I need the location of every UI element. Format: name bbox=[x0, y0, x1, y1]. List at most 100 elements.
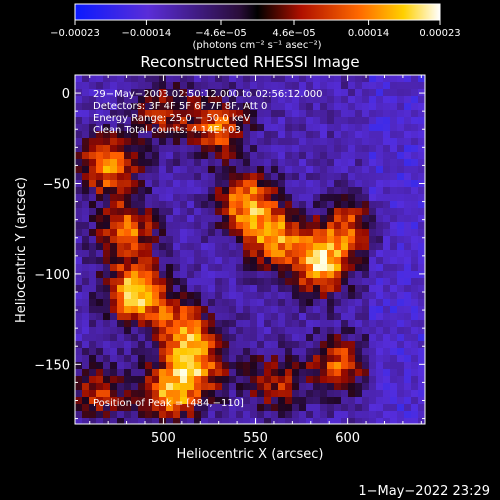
heatmap-cell bbox=[313, 166, 321, 174]
heatmap-cell bbox=[257, 369, 265, 377]
annotation-block: 29−May−2003 02:50:12.000 to 02:56:12.000… bbox=[93, 89, 323, 136]
heatmap-cell bbox=[110, 334, 118, 342]
heatmap-cell bbox=[236, 292, 244, 300]
heatmap-cell bbox=[173, 145, 181, 153]
heatmap-cell bbox=[229, 103, 237, 111]
heatmap-cell bbox=[320, 376, 328, 384]
heatmap-cell bbox=[299, 397, 307, 405]
heatmap-cell bbox=[404, 201, 412, 209]
heatmap-cell bbox=[222, 103, 230, 111]
heatmap-cell bbox=[306, 278, 314, 286]
heatmap-cell bbox=[362, 187, 370, 195]
heatmap-cell bbox=[390, 229, 398, 237]
heatmap-cell bbox=[299, 194, 307, 202]
heatmap-cell bbox=[194, 383, 202, 391]
heatmap-cell bbox=[411, 257, 419, 265]
heatmap-cell bbox=[110, 215, 118, 223]
heatmap-cell bbox=[229, 250, 237, 258]
heatmap-cell bbox=[320, 138, 328, 146]
heatmap-cell bbox=[418, 355, 425, 363]
heatmap-cell bbox=[376, 215, 384, 223]
annotation-time-range: 29−May−2003 02:50:12.000 to 02:56:12.000 bbox=[93, 89, 323, 100]
heatmap-cell bbox=[229, 173, 237, 181]
heatmap-cell bbox=[117, 362, 125, 370]
heatmap-cell bbox=[320, 397, 328, 405]
heatmap-cell bbox=[306, 222, 314, 230]
heatmap-cell bbox=[96, 404, 104, 412]
heatmap-cell bbox=[313, 376, 321, 384]
heatmap-cell bbox=[82, 264, 90, 272]
heatmap-cell bbox=[229, 306, 237, 314]
heatmap-cell bbox=[355, 264, 363, 272]
heatmap-cell bbox=[89, 397, 97, 405]
heatmap-cell bbox=[313, 285, 321, 293]
heatmap-cell bbox=[201, 285, 209, 293]
heatmap-cell bbox=[117, 418, 125, 424]
heatmap-cell bbox=[313, 292, 321, 300]
heatmap-cell bbox=[306, 138, 314, 146]
heatmap-cell bbox=[376, 404, 384, 412]
heatmap-cell bbox=[369, 362, 377, 370]
heatmap-cell bbox=[180, 208, 188, 216]
heatmap-cell bbox=[383, 236, 391, 244]
heatmap-cell bbox=[404, 299, 412, 307]
heatmap-cell bbox=[222, 96, 230, 104]
heatmap-cell bbox=[341, 390, 349, 398]
heatmap-cell bbox=[411, 292, 419, 300]
heatmap-cell bbox=[341, 292, 349, 300]
heatmap-cell bbox=[166, 201, 174, 209]
heatmap-cell bbox=[264, 82, 272, 90]
heatmap-cell bbox=[117, 187, 125, 195]
heatmap-cell bbox=[306, 376, 314, 384]
heatmap-cell bbox=[292, 222, 300, 230]
heatmap-cell bbox=[243, 152, 251, 160]
heatmap-cell bbox=[166, 285, 174, 293]
heatmap-cell bbox=[173, 397, 181, 405]
heatmap-cell bbox=[152, 397, 160, 405]
heatmap-cell bbox=[89, 257, 97, 265]
heatmap-cell bbox=[187, 355, 195, 363]
heatmap-cell bbox=[75, 166, 83, 174]
heatmap-cell bbox=[110, 278, 118, 286]
heatmap-cell bbox=[397, 376, 405, 384]
heatmap-cell bbox=[96, 131, 104, 139]
heatmap-cell bbox=[75, 264, 83, 272]
heatmap-cell bbox=[306, 257, 314, 265]
heatmap-cell bbox=[173, 166, 181, 174]
heatmap-cell bbox=[320, 201, 328, 209]
heatmap-cell bbox=[222, 383, 230, 391]
heatmap-cell bbox=[138, 362, 146, 370]
heatmap-cell bbox=[222, 152, 230, 160]
heatmap-cell bbox=[138, 278, 146, 286]
heatmap-cell bbox=[299, 215, 307, 223]
heatmap-cell bbox=[327, 236, 335, 244]
heatmap-cell bbox=[138, 173, 146, 181]
heatmap-cell bbox=[103, 278, 111, 286]
heatmap-cell bbox=[264, 271, 272, 279]
heatmap-cell bbox=[348, 257, 356, 265]
heatmap-cell bbox=[236, 166, 244, 174]
heatmap-cell bbox=[96, 138, 104, 146]
heatmap-cell bbox=[341, 264, 349, 272]
heatmap-cell bbox=[285, 264, 293, 272]
heatmap-cell bbox=[166, 110, 174, 118]
heatmap-cell bbox=[327, 152, 335, 160]
heatmap-cell bbox=[418, 369, 425, 377]
x-axis: 500 550 600 bbox=[89, 75, 422, 446]
heatmap-cell bbox=[103, 348, 111, 356]
heatmap-cell bbox=[152, 75, 160, 83]
heatmap-cell bbox=[313, 145, 321, 153]
heatmap-cell bbox=[264, 257, 272, 265]
heatmap-cell bbox=[299, 82, 307, 90]
heatmap-cell bbox=[208, 313, 216, 321]
heatmap-cell bbox=[222, 194, 230, 202]
heatmap-cell bbox=[278, 390, 286, 398]
heatmap-cell bbox=[75, 138, 83, 146]
heatmap-cell bbox=[411, 131, 419, 139]
heatmap-cell bbox=[362, 376, 370, 384]
heatmap-cell bbox=[418, 362, 425, 370]
heatmap-cell bbox=[173, 404, 181, 412]
heatmap-cell bbox=[180, 75, 188, 83]
heatmap-cell bbox=[327, 145, 335, 153]
heatmap-cell bbox=[271, 376, 279, 384]
